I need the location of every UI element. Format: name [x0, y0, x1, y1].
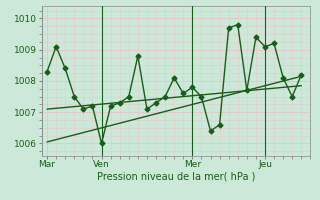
X-axis label: Pression niveau de la mer( hPa ): Pression niveau de la mer( hPa ) — [97, 172, 255, 182]
